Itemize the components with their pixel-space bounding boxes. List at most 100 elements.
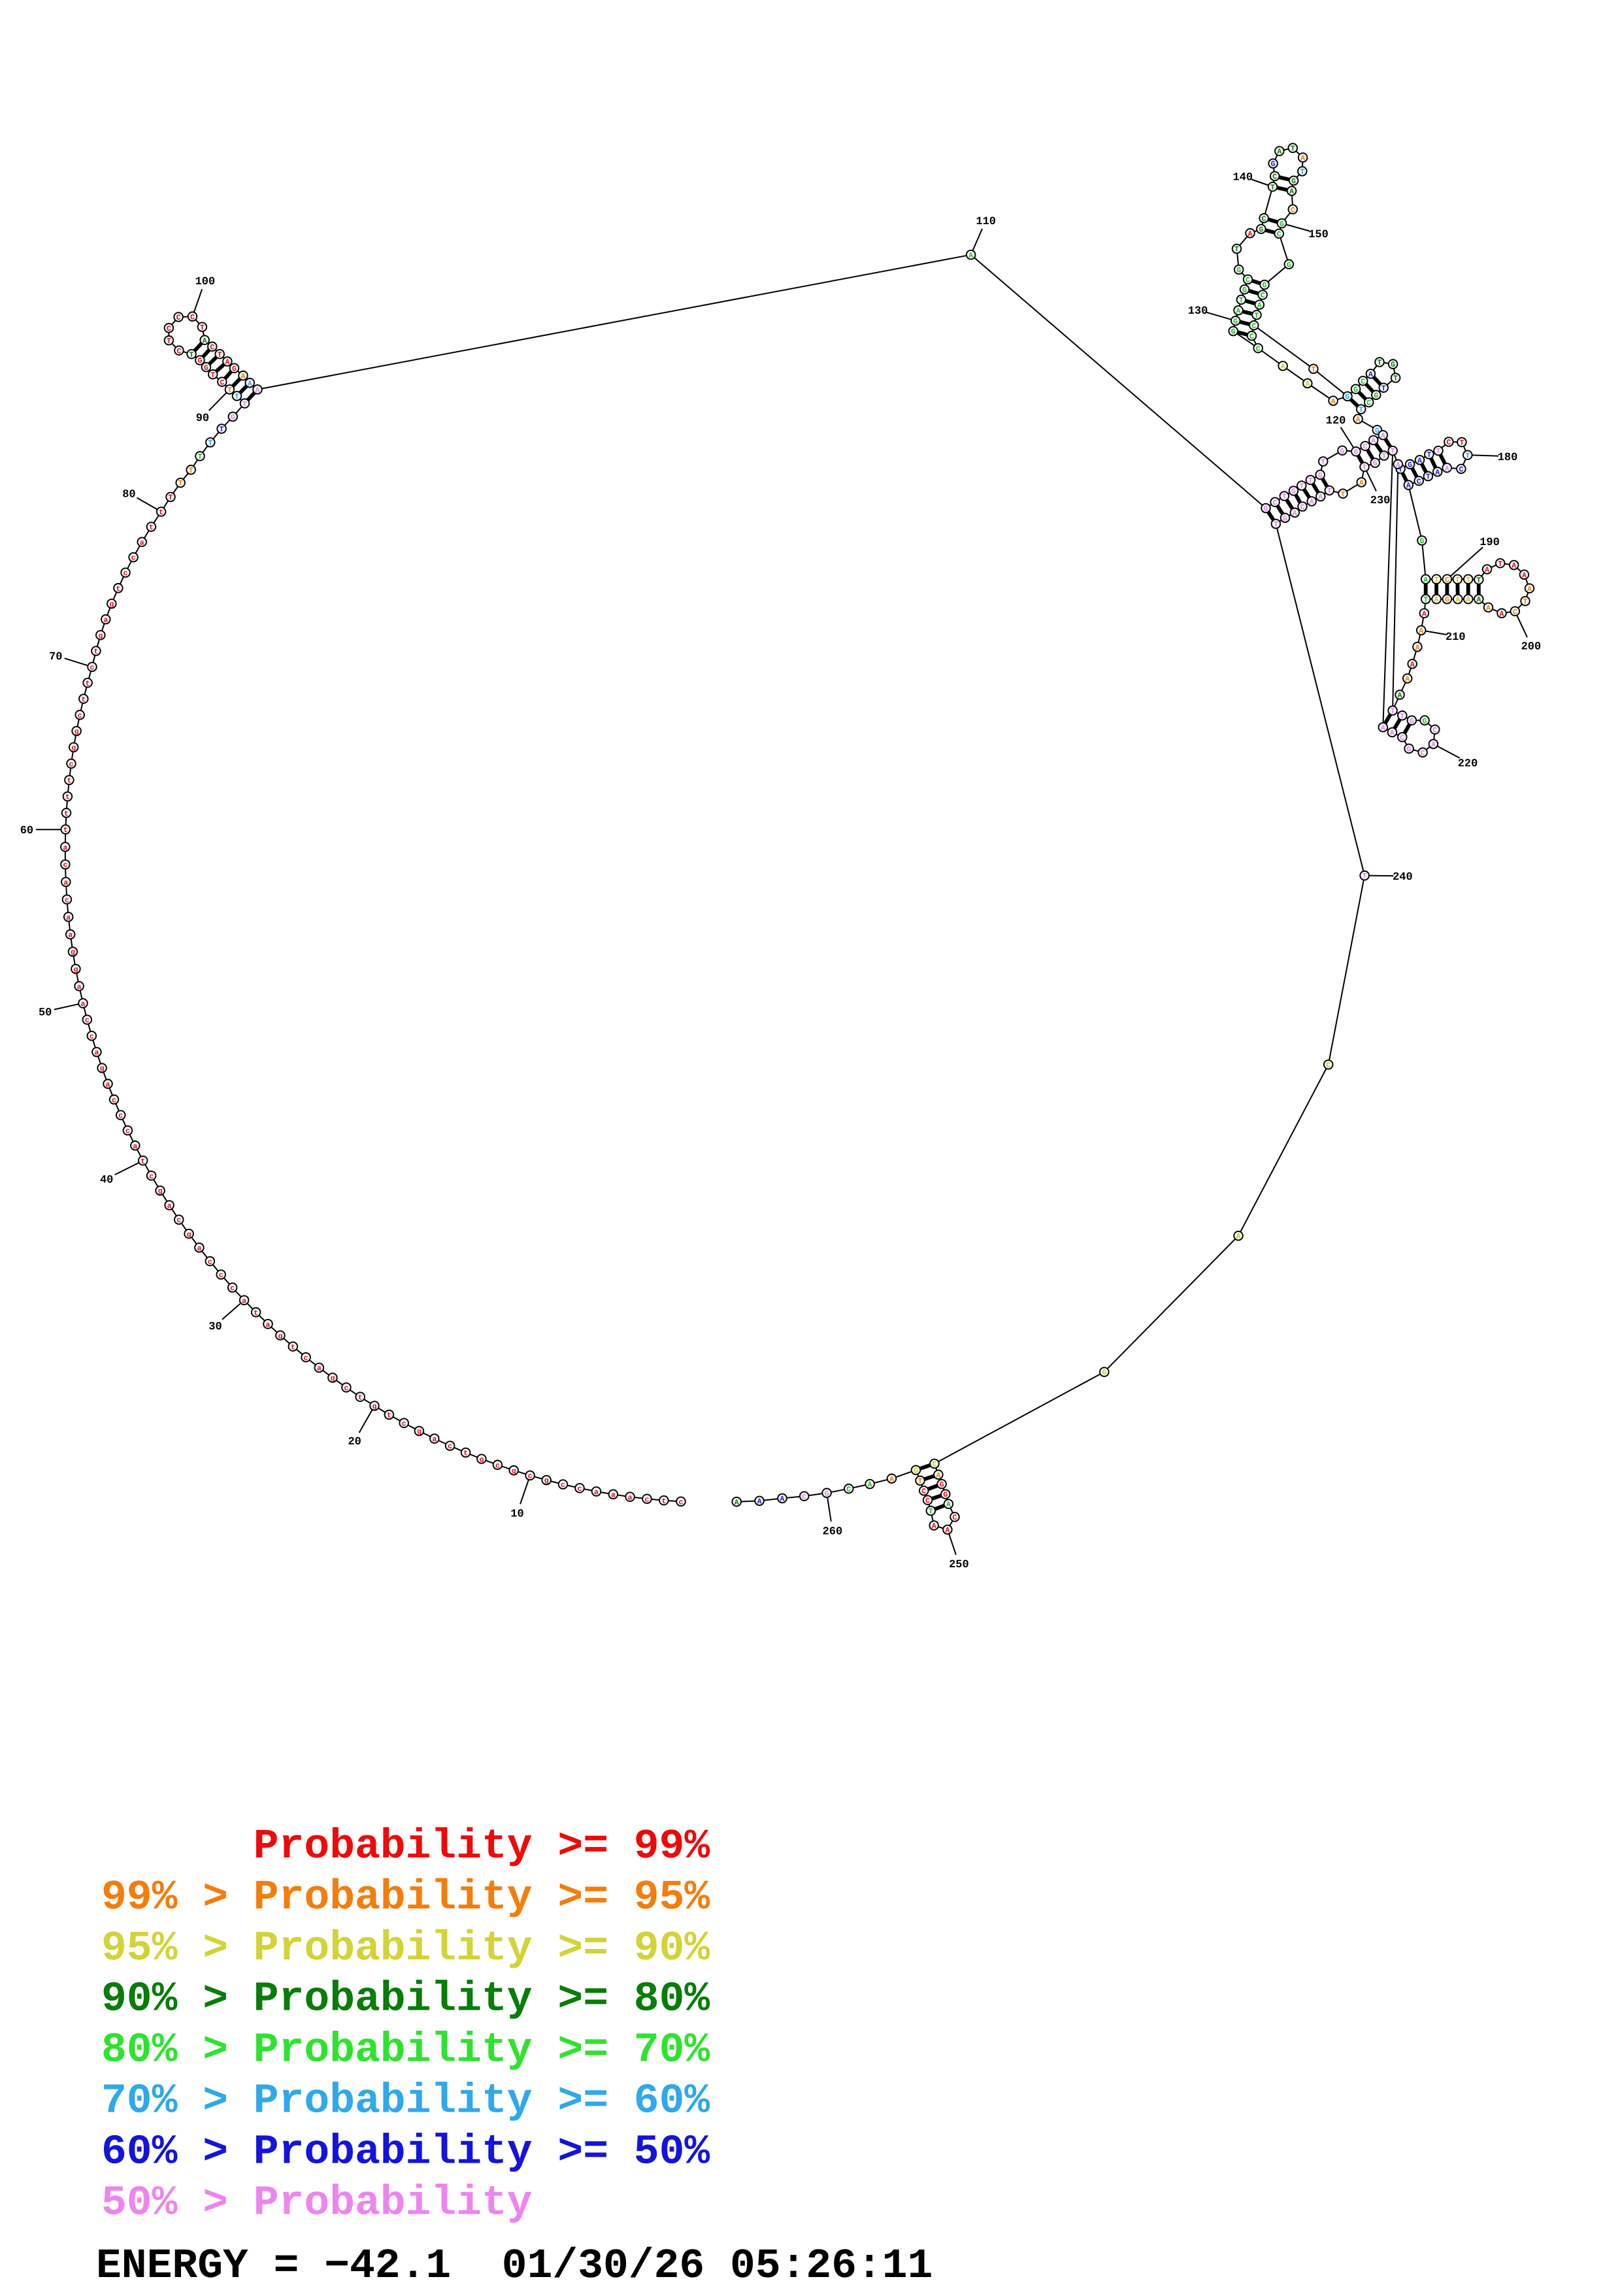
svg-text:G: G bbox=[1407, 746, 1412, 754]
svg-text:T: T bbox=[1476, 576, 1481, 585]
svg-text:G: G bbox=[943, 1491, 948, 1499]
svg-text:G: G bbox=[1423, 717, 1427, 725]
svg-text:C: C bbox=[1421, 749, 1425, 757]
svg-text:C: C bbox=[1513, 608, 1517, 616]
svg-text:210: 210 bbox=[1446, 631, 1466, 644]
svg-text:t: t bbox=[65, 793, 70, 802]
svg-text:A: A bbox=[1396, 461, 1400, 469]
svg-text:g: g bbox=[278, 1332, 282, 1340]
svg-text:T: T bbox=[220, 425, 224, 434]
svg-text:a: a bbox=[63, 879, 68, 888]
svg-text:G: G bbox=[1231, 328, 1236, 337]
svg-text:T: T bbox=[218, 351, 222, 359]
svg-text:T: T bbox=[1466, 576, 1470, 584]
svg-text:g: g bbox=[109, 601, 114, 609]
svg-text:c: c bbox=[176, 1216, 181, 1225]
svg-text:a: a bbox=[611, 1491, 616, 1500]
svg-text:T: T bbox=[1398, 466, 1403, 474]
svg-text:A: A bbox=[932, 1522, 936, 1531]
svg-text:a: a bbox=[106, 1080, 110, 1089]
svg-text:G: G bbox=[197, 357, 202, 365]
svg-text:c: c bbox=[402, 1420, 406, 1428]
svg-text:T: T bbox=[1498, 560, 1502, 569]
svg-text:C: C bbox=[1400, 734, 1404, 742]
svg-text:c: c bbox=[495, 1461, 500, 1470]
svg-text:c: c bbox=[561, 1481, 565, 1489]
svg-text:G: G bbox=[1287, 261, 1291, 269]
svg-text:C: C bbox=[1256, 345, 1261, 354]
svg-text:60: 60 bbox=[20, 825, 33, 837]
svg-text:a: a bbox=[103, 616, 108, 625]
svg-text:A: A bbox=[1236, 1233, 1241, 1241]
svg-text:T: T bbox=[1426, 473, 1430, 482]
svg-text:240: 240 bbox=[1393, 871, 1413, 884]
svg-text:G: G bbox=[1353, 386, 1358, 394]
svg-text:190: 190 bbox=[1479, 537, 1500, 549]
svg-text:c: c bbox=[679, 1499, 684, 1507]
svg-text:T: T bbox=[235, 393, 239, 401]
svg-text:a: a bbox=[628, 1493, 633, 1502]
svg-text:A: A bbox=[1406, 482, 1411, 490]
svg-text:G: G bbox=[914, 1467, 918, 1475]
svg-text:G: G bbox=[1318, 472, 1323, 480]
svg-text:T: T bbox=[198, 453, 203, 461]
svg-text:T: T bbox=[1436, 448, 1441, 456]
svg-text:30: 30 bbox=[208, 1321, 222, 1333]
svg-text:T: T bbox=[1423, 596, 1428, 605]
svg-text:c: c bbox=[112, 1096, 116, 1105]
svg-text:A: A bbox=[1485, 566, 1489, 574]
svg-text:G: G bbox=[1271, 160, 1276, 169]
svg-text:g: g bbox=[417, 1428, 422, 1437]
svg-text:C: C bbox=[1246, 276, 1250, 285]
svg-text:T: T bbox=[210, 371, 215, 380]
svg-text:T: T bbox=[1300, 168, 1304, 176]
svg-text:150: 150 bbox=[1308, 229, 1329, 241]
svg-text:A: A bbox=[1371, 437, 1376, 446]
svg-text:C: C bbox=[210, 343, 214, 352]
svg-text:a: a bbox=[140, 539, 144, 547]
svg-text:130: 130 bbox=[1188, 305, 1208, 318]
svg-text:t: t bbox=[81, 695, 86, 704]
svg-text:c: c bbox=[344, 1384, 348, 1393]
svg-text:A: A bbox=[780, 1495, 785, 1504]
svg-text:a: a bbox=[133, 1142, 137, 1151]
svg-text:180: 180 bbox=[1498, 452, 1518, 464]
svg-text:c: c bbox=[118, 1112, 123, 1120]
svg-text:T: T bbox=[1391, 707, 1395, 716]
svg-text:C: C bbox=[1249, 333, 1254, 341]
svg-text:T: T bbox=[1311, 366, 1315, 374]
svg-text:95% > Probability >= 90%: 95% > Probability >= 90% bbox=[101, 1925, 710, 1972]
svg-text:T: T bbox=[1391, 448, 1395, 456]
svg-text:c: c bbox=[124, 569, 128, 578]
svg-text:A: A bbox=[1522, 571, 1527, 580]
svg-text:g: g bbox=[330, 1374, 335, 1383]
svg-text:c: c bbox=[149, 1173, 154, 1181]
svg-text:g: g bbox=[544, 1477, 549, 1486]
svg-text:t: t bbox=[387, 1412, 391, 1420]
svg-text:G: G bbox=[1242, 286, 1247, 295]
svg-text:t: t bbox=[141, 1157, 145, 1166]
svg-text:A: A bbox=[1318, 493, 1323, 502]
svg-text:c: c bbox=[69, 761, 74, 769]
svg-text:T: T bbox=[1363, 464, 1367, 473]
svg-text:T: T bbox=[1523, 598, 1528, 607]
svg-text:g: g bbox=[372, 1403, 377, 1411]
svg-text:T: T bbox=[1299, 482, 1304, 491]
svg-text:g: g bbox=[74, 728, 79, 737]
svg-text:C: C bbox=[1277, 231, 1281, 239]
svg-text:c: c bbox=[63, 861, 67, 870]
svg-text:A: A bbox=[1486, 605, 1491, 613]
svg-text:T: T bbox=[200, 324, 205, 332]
svg-text:Probability >= 99%: Probability >= 99% bbox=[101, 1823, 710, 1871]
svg-text:A: A bbox=[757, 1498, 762, 1506]
svg-text:220: 220 bbox=[1458, 757, 1478, 770]
svg-text:a: a bbox=[197, 1244, 201, 1253]
svg-text:T: T bbox=[1434, 576, 1439, 584]
svg-text:T: T bbox=[1400, 712, 1404, 721]
svg-text:G: G bbox=[1291, 488, 1296, 496]
svg-text:A: A bbox=[1293, 509, 1297, 518]
svg-text:C: C bbox=[176, 314, 181, 322]
svg-text:G: G bbox=[1263, 282, 1267, 290]
svg-text:G: G bbox=[1375, 427, 1380, 435]
svg-text:a: a bbox=[266, 1321, 271, 1329]
